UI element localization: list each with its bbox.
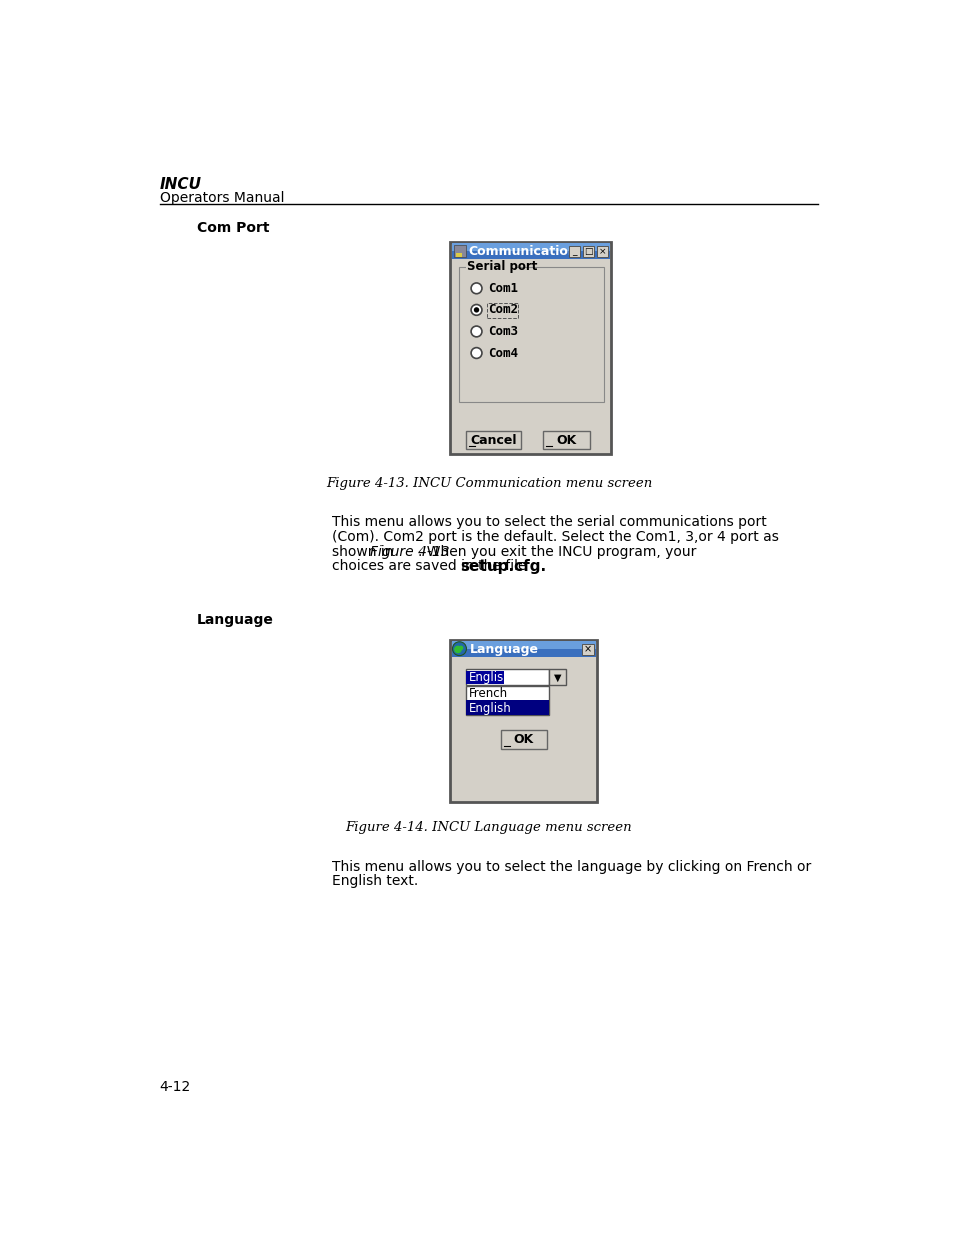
Bar: [452, 641, 596, 648]
Text: 4-12: 4-12: [159, 1079, 191, 1094]
Circle shape: [471, 347, 481, 358]
Text: Figure 4-14. INCU Language menu screen: Figure 4-14. INCU Language menu screen: [345, 821, 632, 834]
Bar: [465, 431, 521, 450]
Text: OK: OK: [556, 433, 576, 447]
Text: English: English: [468, 701, 511, 715]
Text: Com3: Com3: [488, 325, 517, 338]
Text: (Com). Com2 port is the default. Select the Com1, 3,or 4 port as: (Com). Com2 port is the default. Select …: [332, 530, 778, 545]
Bar: [459, 267, 603, 401]
Text: French: French: [468, 687, 507, 700]
Text: ×: ×: [598, 247, 605, 256]
Circle shape: [452, 642, 466, 656]
Text: . When you exit the INCU program, your: . When you exit the INCU program, your: [417, 545, 696, 558]
Text: Com4: Com4: [488, 347, 517, 359]
Text: setup.cfg.: setup.cfg.: [460, 559, 546, 574]
Text: English text.: English text.: [332, 874, 417, 888]
Text: ▼: ▼: [554, 673, 561, 683]
Bar: [568, 246, 579, 257]
Text: Language: Language: [470, 643, 538, 656]
Text: This menu allows you to select the serial communications port: This menu allows you to select the seria…: [332, 515, 765, 530]
Text: This menu allows you to select the language by clicking on French or: This menu allows you to select the langu…: [332, 860, 810, 873]
Text: shown in: shown in: [332, 545, 397, 558]
Text: Com1: Com1: [488, 282, 517, 295]
Bar: [465, 261, 516, 270]
Bar: [582, 246, 594, 257]
Text: Com Port: Com Port: [196, 221, 269, 236]
Bar: [452, 243, 609, 259]
Text: Operators Manual: Operators Manual: [159, 191, 284, 205]
Bar: [452, 642, 596, 657]
Text: Serial port: Serial port: [467, 261, 537, 273]
Text: choices are saved in the file: choices are saved in the file: [332, 559, 530, 573]
Bar: [450, 640, 597, 802]
Circle shape: [474, 308, 478, 312]
Text: Figure 4-13. INCU Communication menu screen: Figure 4-13. INCU Communication menu scr…: [326, 477, 651, 490]
Text: Figure 4-13: Figure 4-13: [370, 545, 450, 558]
Circle shape: [471, 326, 481, 337]
Bar: [581, 645, 593, 655]
Bar: [450, 242, 611, 454]
Bar: [500, 730, 546, 748]
Text: □: □: [583, 247, 592, 256]
Text: INCU: INCU: [159, 178, 201, 193]
Bar: [465, 669, 549, 685]
Bar: [549, 669, 566, 685]
Bar: [486, 303, 517, 317]
Circle shape: [471, 283, 481, 294]
Text: Communication: Communication: [468, 245, 577, 258]
Bar: [454, 246, 465, 257]
Bar: [465, 700, 549, 715]
Bar: [456, 253, 461, 257]
Text: _: _: [572, 247, 577, 256]
Text: Com2: Com2: [488, 304, 517, 316]
Bar: [465, 685, 549, 715]
Text: Cancel: Cancel: [470, 433, 517, 447]
Text: OK: OK: [513, 734, 534, 746]
Circle shape: [454, 646, 461, 653]
Circle shape: [458, 646, 463, 651]
Bar: [596, 246, 608, 257]
Text: English: English: [468, 672, 511, 684]
Bar: [542, 431, 589, 450]
Text: ×: ×: [583, 645, 591, 655]
Text: Language: Language: [196, 614, 274, 627]
Bar: [452, 243, 609, 251]
Bar: [466, 671, 503, 684]
Circle shape: [471, 305, 481, 315]
